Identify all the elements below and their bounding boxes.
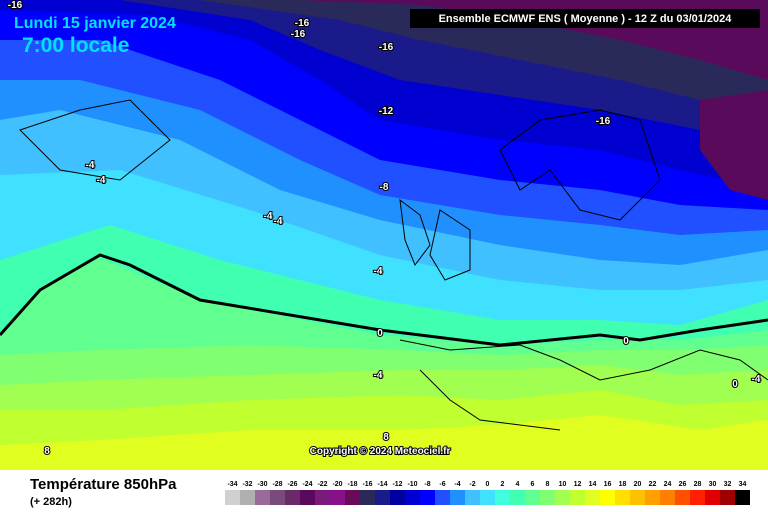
contour-label: -8	[380, 182, 389, 193]
scale-label: -12	[392, 481, 402, 488]
scale-swatch	[225, 490, 240, 505]
scale-swatch	[510, 490, 525, 505]
scale-label: 0	[486, 481, 490, 488]
scale-swatch	[735, 490, 750, 505]
contour-label: -4	[752, 374, 761, 385]
scale-swatch	[435, 490, 450, 505]
contour-label: -16	[295, 18, 310, 29]
contour-label: -4	[264, 211, 273, 222]
scale-label: -10	[407, 481, 417, 488]
scale-label: -6	[439, 481, 445, 488]
scale-swatch	[600, 490, 615, 505]
scale-label: -30	[257, 481, 267, 488]
scale-label: -34	[227, 481, 237, 488]
model-info: Ensemble ECMWF ENS ( Moyenne ) - 12 Z du…	[439, 13, 733, 25]
contour-label: -4	[374, 266, 383, 277]
scale-label: 10	[559, 481, 567, 488]
contour-label: 0	[377, 328, 383, 339]
time: 7:00 locale	[22, 34, 129, 57]
scale-swatch	[300, 490, 315, 505]
scale-label: -16	[362, 481, 372, 488]
scale-label: 26	[679, 481, 687, 488]
contour-label: -4	[374, 370, 383, 381]
scale-label: -28	[272, 481, 282, 488]
contour-label: -16	[291, 29, 306, 40]
contour-label: 8	[383, 432, 389, 443]
scale-label: -22	[317, 481, 327, 488]
lead-time: (+ 282h)	[30, 496, 72, 508]
scale-label: 20	[634, 481, 642, 488]
scale-swatch	[240, 490, 255, 505]
contour-label: 0	[623, 336, 629, 347]
scale-label: 4	[516, 481, 520, 488]
scale-label: 12	[574, 481, 582, 488]
scale-swatch	[270, 490, 285, 505]
scale-swatch	[495, 490, 510, 505]
contour-label: -4	[274, 216, 283, 227]
scale-swatch	[660, 490, 675, 505]
scale-label: -24	[302, 481, 312, 488]
scale-swatch	[405, 490, 420, 505]
model-box	[410, 9, 760, 28]
scale-label: -26	[287, 481, 297, 488]
contour-label: -16	[379, 42, 394, 53]
scale-swatch	[540, 490, 555, 505]
scale-label: 32	[724, 481, 732, 488]
contour-label: 0	[732, 379, 738, 390]
scale-label: 14	[589, 481, 597, 488]
scale-label: 24	[664, 481, 672, 488]
scale-swatch	[345, 490, 360, 505]
scale-label: -14	[377, 481, 387, 488]
scale-swatch	[615, 490, 630, 505]
scale-label: 30	[709, 481, 717, 488]
contour-label: 8	[44, 446, 50, 457]
scale-swatch	[420, 490, 435, 505]
scale-swatch	[450, 490, 465, 505]
scale-swatch	[255, 490, 270, 505]
scale-label: 18	[619, 481, 627, 488]
scale-label: 22	[649, 481, 657, 488]
scale-swatch	[645, 490, 660, 505]
scale-swatch	[480, 490, 495, 505]
contour-label: -16	[596, 116, 611, 127]
scale-label: -2	[469, 481, 475, 488]
scale-swatch	[465, 490, 480, 505]
scale-label: 16	[604, 481, 612, 488]
scale-swatch	[690, 490, 705, 505]
scale-label: 2	[501, 481, 505, 488]
scale-swatch	[675, 490, 690, 505]
scale-swatch	[390, 490, 405, 505]
temperature-field	[0, 0, 768, 470]
scale-swatch	[375, 490, 390, 505]
scale-swatch	[720, 490, 735, 505]
variable: Température 850hPa	[30, 476, 177, 493]
scale-label: 8	[546, 481, 550, 488]
scale-swatch	[360, 490, 375, 505]
scale-label: -8	[424, 481, 430, 488]
contour-label: -4	[86, 160, 95, 171]
date: Lundi 15 janvier 2024	[14, 15, 176, 32]
scale-swatch	[705, 490, 720, 505]
scale-label: 34	[739, 481, 747, 488]
scale-swatch	[285, 490, 300, 505]
scale-swatch	[630, 490, 645, 505]
scale-swatch	[525, 490, 540, 505]
scale-swatch	[570, 490, 585, 505]
contour-label: -12	[379, 106, 394, 117]
scale-label: -20	[332, 481, 342, 488]
contour-label: -4	[97, 175, 106, 186]
scale-swatch	[585, 490, 600, 505]
scale-swatch	[330, 490, 345, 505]
contour-label: -16	[8, 0, 23, 11]
scale-label: -4	[454, 481, 460, 488]
scale-label: -32	[242, 481, 252, 488]
copyright: Copyright © 2024 Meteociel.fr	[310, 446, 451, 457]
scale-label: -18	[347, 481, 357, 488]
scale-label: 6	[531, 481, 535, 488]
scale-swatch	[555, 490, 570, 505]
scale-label: 28	[694, 481, 702, 488]
scale-swatch	[315, 490, 330, 505]
